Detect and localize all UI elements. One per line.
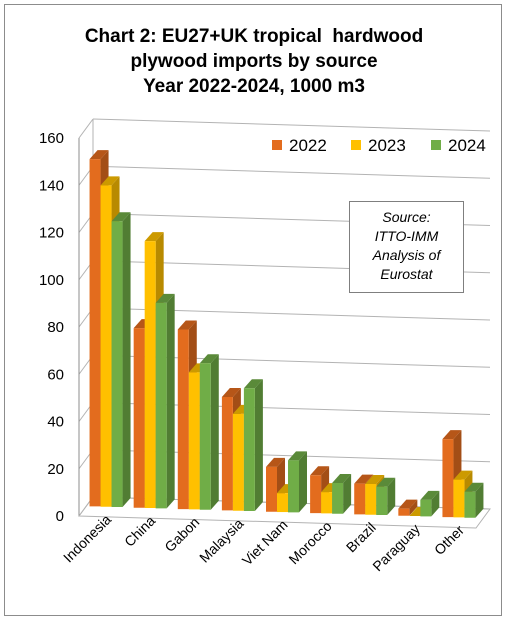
bar-Morocco-2024	[332, 474, 352, 514]
y-tick-label: 100	[39, 272, 64, 289]
chart-title-line-2: plywood imports by source	[130, 51, 378, 72]
y-tick-label: 140	[39, 177, 64, 194]
source-line-2: ITTO-IMM	[374, 228, 439, 244]
legend-label-2024: 2024	[448, 136, 486, 155]
chart-title: Chart 2: EU27+UK tropical hardwood plywo…	[0, 24, 508, 99]
gridline-side	[78, 118, 94, 139]
bar-Other-2024	[464, 482, 484, 518]
y-tick-label: 40	[47, 414, 64, 431]
y-tick-label: 120	[39, 225, 64, 242]
chart-title-line-1: Chart 2: EU27+UK tropical hardwood	[84, 26, 424, 47]
y-tick-label: 80	[47, 319, 64, 336]
x-tick-label: Morocco	[285, 518, 334, 567]
source-line-4: Eurostat	[380, 266, 433, 282]
bar-Brazil-2024	[376, 477, 396, 516]
legend-swatch-2024	[431, 140, 441, 150]
legend-swatch-2023	[351, 140, 361, 150]
y-tick-label: 20	[47, 461, 64, 478]
source-line-3: Analysis of	[372, 247, 441, 263]
bar-Paraguay-2024	[420, 490, 440, 517]
legend-label-2023: 2023	[368, 136, 406, 155]
bar-China-2024	[155, 293, 175, 509]
gridline	[92, 165, 491, 179]
x-tick-label: Gabon	[161, 514, 202, 555]
x-tick-label: Indonesia	[60, 511, 114, 565]
floor	[78, 496, 491, 529]
y-tick-label: 60	[47, 366, 64, 383]
x-tick-label: Viet Nam	[239, 517, 291, 569]
y-tick-label: 160	[39, 130, 64, 147]
source-line-1: Source:	[382, 209, 431, 225]
source-annotation: Source: ITTO-IMM Analysis of Eurostat	[349, 201, 464, 293]
bar-Gabon-2024	[199, 354, 219, 510]
legend-label-2022: 2022	[289, 136, 327, 155]
chart-title-line-3: Year 2022-2024, 1000 m3	[143, 76, 365, 97]
bar-Paraguay-2022	[398, 499, 418, 516]
gridline	[92, 118, 491, 132]
bar-Malaysia-2024	[243, 379, 263, 512]
x-tick-label: Paraguay	[369, 521, 423, 575]
bar-Indonesia-2024	[111, 212, 131, 508]
bar-Viet Nam-2024	[288, 451, 307, 513]
legend-swatch-2022	[272, 140, 282, 150]
y-tick-label: 0	[56, 508, 64, 525]
